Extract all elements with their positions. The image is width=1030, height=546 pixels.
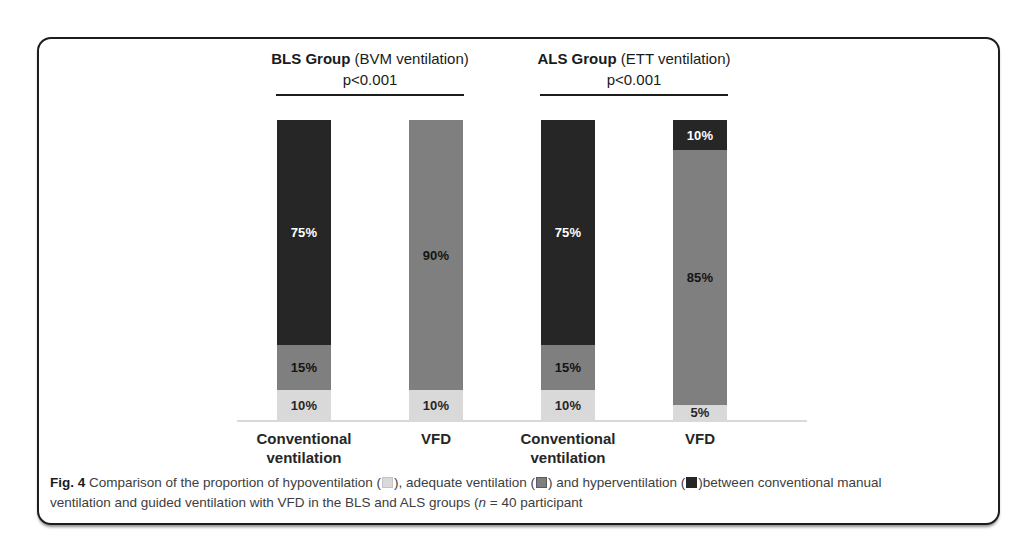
segment-hypoventilation: 10% [541,390,595,420]
figure-caption: Fig. 4 Comparison of the proportion of h… [50,473,985,512]
bar-category-label: VFD [361,429,511,448]
x-axis-line [237,420,807,422]
segment-value-label: 75% [291,225,318,240]
bar-category-label: Conventionalventilation [229,429,379,467]
p-value-label: p<0.001 [454,70,814,90]
segment-adequate-ventilation: 15% [277,345,331,390]
stacked-bar: 10% 15% 75% [277,120,331,420]
segment-value-label: 75% [555,225,582,240]
bar-category-label-line: ventilation [229,448,379,467]
significance-bracket-line [540,94,728,96]
segment-value-label: 10% [555,398,582,413]
segment-value-label: 5% [690,405,709,420]
bar-category-label: Conventionalventilation [493,429,643,467]
group-title-bold: BLS Group [271,50,350,67]
group-title-bold: ALS Group [537,50,616,67]
stacked-bar: 10% 90% [409,120,463,420]
segment-hyperventilation: 75% [277,120,331,345]
bar-category-label-line: VFD [361,429,511,448]
segment-hyperventilation: 10% [673,120,727,150]
segment-value-label: 10% [687,128,714,143]
bar-category-label-line: ventilation [493,448,643,467]
segment-adequate-ventilation: 15% [541,345,595,390]
segment-value-label: 85% [687,270,714,285]
segment-hypoventilation: 10% [277,390,331,420]
bar-category-label-line: Conventional [229,429,379,448]
figure-panel: Fig. 4 Comparison of the proportion of h… [37,37,1000,525]
stacked-bar: 10% 15% 75% [541,120,595,420]
group-title: ALS Group (ETT ventilation) [454,49,814,69]
bar-category-label-line: VFD [625,429,775,448]
significance-bracket-line [276,94,464,96]
segment-value-label: 10% [423,398,450,413]
segment-value-label: 15% [291,360,318,375]
bar-category-label-line: Conventional [493,429,643,448]
stacked-bar: 5% 85% 10% [673,120,727,420]
hyperventilation-legend-swatch [686,477,697,488]
adequate-ventilation-legend-swatch [536,477,547,488]
caption-n-italic: n [479,495,487,510]
segment-hyperventilation: 75% [541,120,595,345]
bar-category-label: VFD [625,429,775,448]
caption-figure-number: Fig. 4 [50,475,85,490]
group-title-rest: (ETT ventilation) [617,50,731,67]
hypoventilation-legend-swatch [382,477,393,488]
segment-adequate-ventilation: 85% [673,150,727,405]
segment-value-label: 10% [291,398,318,413]
segment-hypoventilation: 5% [673,405,727,420]
segment-hypoventilation: 10% [409,390,463,420]
group-title-rest: (BVM ventilation) [350,50,468,67]
segment-value-label: 90% [423,248,450,263]
segment-value-label: 15% [555,360,582,375]
segment-adequate-ventilation: 90% [409,120,463,390]
